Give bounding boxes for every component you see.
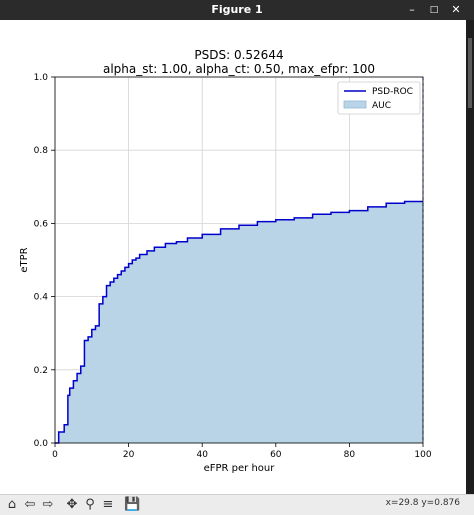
- plot-area: 0 20 40 60 80 100 0.0 0.2 0.4 0.6 0.8 1.0: [34, 73, 432, 460]
- y-tick-label-3: 0.6: [34, 219, 49, 229]
- y-axis-label: eTPR: [19, 247, 30, 272]
- y-tick-label-1: 0.2: [34, 366, 48, 376]
- window-titlebar: Figure 1 – □ ✕: [0, 0, 474, 20]
- x-tick-label-2: 40: [196, 450, 208, 460]
- legend-fill-swatch: [343, 100, 367, 109]
- configure-subplots-icon[interactable]: ≡: [102, 497, 114, 512]
- x-tick-label-4: 80: [344, 450, 356, 460]
- save-icon[interactable]: 💾: [124, 497, 141, 512]
- cursor-coordinates: x=29.8 y=0.876: [385, 498, 460, 508]
- chart-svg: PSDS: 0.52644 alpha_st: 1.00, alpha_ct: …: [19, 48, 432, 474]
- x-tick-label-0: 0: [52, 450, 58, 460]
- minimize-icon[interactable]: –: [409, 3, 415, 16]
- axes-frame: [54, 76, 424, 444]
- x-tick-label-1: 20: [123, 450, 135, 460]
- scrollbar-thumb[interactable]: [468, 38, 472, 108]
- back-arrow-icon[interactable]: ⇦: [24, 497, 36, 512]
- legend-label-psd-roc: PSD-ROC: [372, 87, 413, 97]
- restore-icon[interactable]: □: [429, 5, 439, 15]
- y-tick-label-2: 0.4: [34, 293, 49, 303]
- navigation-toolbar: ⌂ ⇦ ⇨ ✥ ⚲ ≡ 💾 x=29.8 y=0.876: [0, 494, 474, 515]
- right-scrollbar[interactable]: [466, 20, 474, 494]
- chart-title: PSDS: 0.52644: [194, 48, 283, 62]
- pan-icon[interactable]: ✥: [66, 497, 78, 512]
- x-axis-label: eFPR per hour: [204, 463, 276, 474]
- x-tick-label-3: 60: [270, 450, 282, 460]
- home-icon[interactable]: ⌂: [7, 497, 17, 512]
- legend-label-auc: AUC: [372, 101, 391, 111]
- zoom-icon[interactable]: ⚲: [85, 497, 95, 512]
- psd-roc-line: [55, 200, 423, 444]
- y-tick-label-0: 0.0: [34, 439, 49, 449]
- y-tick-label-4: 0.8: [34, 146, 49, 156]
- figure-canvas[interactable]: PSDS: 0.52644 alpha_st: 1.00, alpha_ct: …: [0, 20, 466, 494]
- auc-area: [55, 201, 423, 443]
- window-title: Figure 1: [211, 3, 263, 16]
- x-tick-label-5: 100: [414, 450, 431, 460]
- y-tick-label-5: 1.0: [34, 73, 49, 83]
- close-icon[interactable]: ✕: [451, 3, 461, 16]
- legend: PSD-ROC AUC: [337, 81, 421, 115]
- forward-arrow-icon[interactable]: ⇨: [42, 497, 54, 512]
- chart-subtitle: alpha_st: 1.00, alpha_ct: 0.50, max_efpr…: [103, 62, 375, 76]
